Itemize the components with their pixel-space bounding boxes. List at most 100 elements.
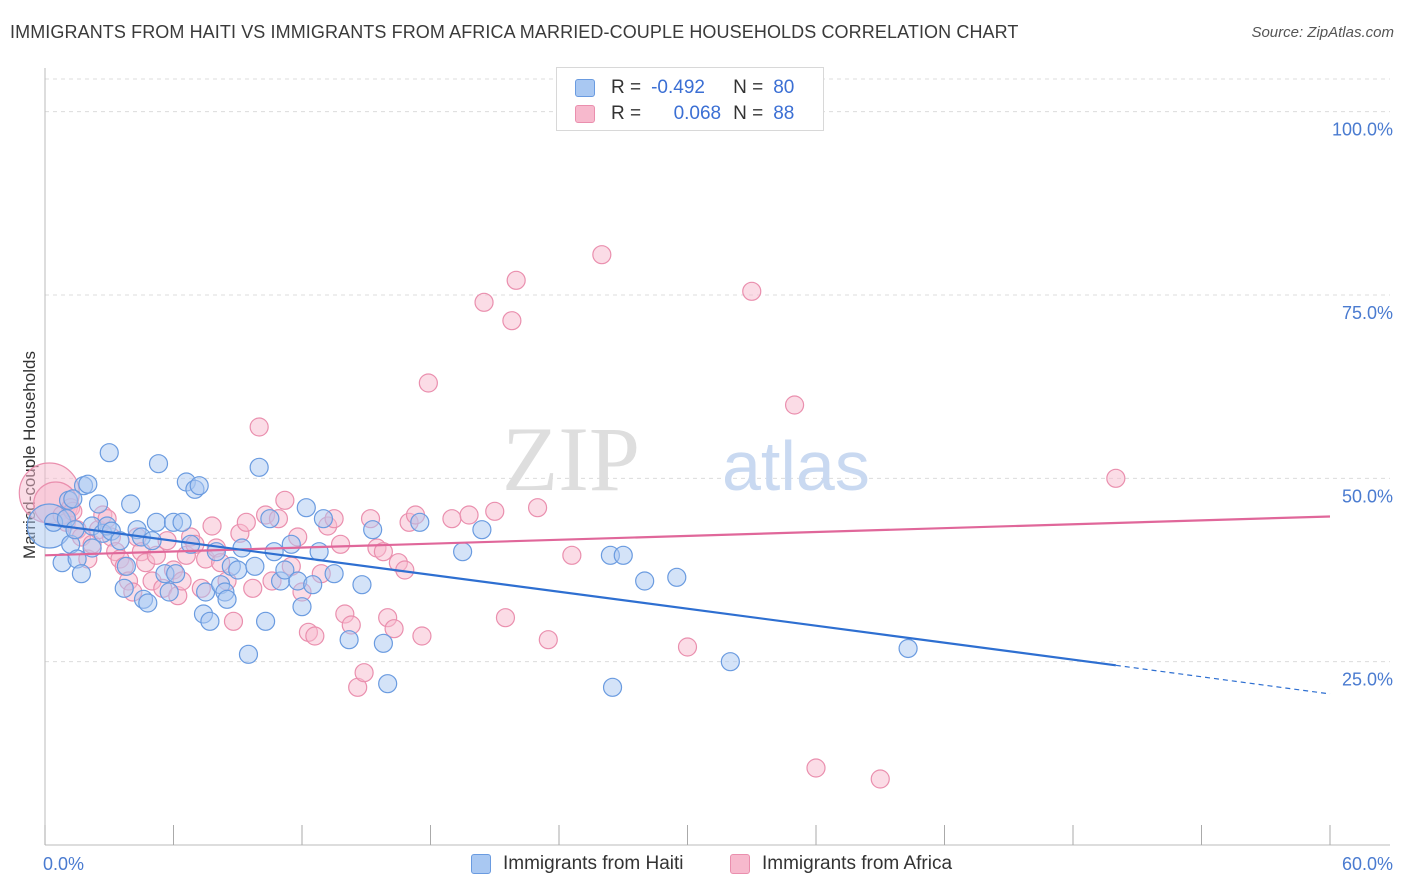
africa-point — [562, 545, 582, 565]
haiti-point — [373, 633, 393, 653]
x-tick-label-max: 60.0% — [1342, 854, 1393, 874]
haiti-point — [138, 593, 158, 613]
legend-haiti-n-label: N = — [733, 77, 764, 98]
haiti-point — [275, 560, 295, 580]
africa-point — [506, 270, 526, 290]
watermark-zip: ZIP — [502, 408, 640, 510]
legend-haiti-n-value: 80 — [773, 77, 795, 98]
africa-point — [495, 608, 516, 628]
haiti-point — [116, 556, 136, 576]
africa-point — [442, 509, 462, 529]
africa-point — [202, 516, 222, 536]
africa-point — [784, 395, 805, 415]
africa-point — [742, 281, 762, 301]
haiti-point — [189, 476, 209, 496]
africa-point — [592, 245, 612, 265]
legend-haiti-r-value: -0.492 — [651, 77, 705, 98]
trend-lines — [44, 515, 1331, 695]
haiti-point — [88, 494, 109, 514]
haiti-point — [453, 542, 473, 562]
haiti-trendline — [44, 522, 1116, 667]
haiti-point — [148, 454, 169, 474]
haiti-point — [245, 556, 265, 576]
haiti-point — [146, 512, 166, 532]
haiti-point — [238, 644, 259, 664]
legend-swatch-haiti — [575, 79, 595, 97]
haiti-point — [249, 457, 269, 477]
africa-point — [870, 769, 890, 789]
haiti-point — [378, 674, 398, 694]
haiti-point — [339, 630, 359, 650]
haiti-point — [71, 564, 92, 584]
series-legend: Immigrants from Haiti Immigrants from Af… — [0, 853, 1406, 877]
legend-haiti-r-label: R = — [611, 77, 642, 98]
africa-point — [249, 417, 269, 437]
africa-trendline — [44, 515, 1331, 557]
africa-point — [354, 663, 374, 683]
series-swatch-africa — [730, 854, 750, 874]
series-legend-africa[interactable]: Immigrants from Africa — [730, 853, 952, 875]
africa-point — [412, 626, 432, 646]
y-tick-label: 50.0% — [1342, 486, 1393, 506]
haiti-point — [352, 575, 372, 595]
haiti-point — [200, 611, 220, 631]
haiti-point — [363, 520, 383, 540]
axes — [44, 68, 1390, 846]
haiti-point — [78, 474, 98, 494]
haiti-point — [228, 560, 248, 580]
africa-point — [1106, 468, 1126, 488]
haiti-trendline-extension — [1115, 664, 1331, 695]
legend-africa-n-value: 88 — [773, 103, 795, 124]
haiti-point — [898, 638, 918, 659]
haiti-point — [313, 509, 334, 529]
grid-lines — [45, 78, 1390, 663]
source-credit: Source: ZipAtlas.com — [1251, 24, 1394, 41]
legend-row-africa: R = 0.068 N = 88 — [575, 102, 794, 126]
haiti-point — [296, 498, 316, 518]
haiti-point — [217, 589, 237, 609]
haiti-point — [667, 567, 687, 587]
africa-point — [502, 311, 522, 331]
haiti-point — [292, 597, 312, 617]
africa-point — [485, 501, 505, 521]
africa-point — [236, 512, 256, 532]
haiti-point — [635, 571, 655, 591]
y-tick-label: 25.0% — [1342, 670, 1393, 690]
haiti-point — [281, 534, 301, 554]
y-tick-label: 75.0% — [1342, 303, 1393, 323]
haiti-point — [159, 582, 179, 602]
haiti-point — [255, 611, 276, 631]
haiti-point — [602, 677, 623, 697]
watermark-atlas: atlas — [722, 427, 870, 505]
africa-point — [330, 534, 351, 554]
africa-point — [373, 542, 393, 562]
tick-labels: 100.0% 75.0% 50.0% 25.0% 0.0% 60.0% — [43, 120, 1393, 874]
haiti-point — [260, 509, 280, 529]
haiti-point — [613, 545, 633, 565]
legend-africa-r-value: 0.068 — [673, 103, 722, 124]
haiti-point — [472, 520, 492, 540]
legend-swatch-africa — [575, 105, 595, 123]
y-tick-label: 100.0% — [1332, 120, 1393, 140]
haiti-point — [63, 489, 83, 509]
africa-point — [538, 630, 558, 650]
haiti-point — [264, 542, 284, 562]
haiti-point — [99, 443, 119, 463]
chart-title: IMMIGRANTS FROM HAITI VS IMMIGRANTS FROM… — [10, 22, 1019, 42]
legend-row-haiti: R = -0.492 N = 80 — [575, 76, 794, 100]
series-legend-haiti[interactable]: Immigrants from Haiti — [471, 853, 684, 875]
africa-point — [418, 373, 438, 393]
series-label-haiti: Immigrants from Haiti — [503, 853, 684, 874]
haiti-point — [142, 531, 162, 551]
haiti-point — [166, 564, 186, 584]
haiti-point — [114, 578, 134, 598]
haiti-point — [110, 531, 130, 551]
africa-point — [527, 498, 548, 518]
legend-africa-n-label: N = — [733, 103, 764, 124]
africa-point — [384, 619, 404, 639]
watermark: ZIP atlas — [502, 408, 870, 510]
haiti-point — [324, 564, 344, 584]
africa-point — [243, 578, 263, 598]
correlation-legend: R = -0.492 N = 80 R = 0.068 N = 88 — [556, 67, 824, 131]
